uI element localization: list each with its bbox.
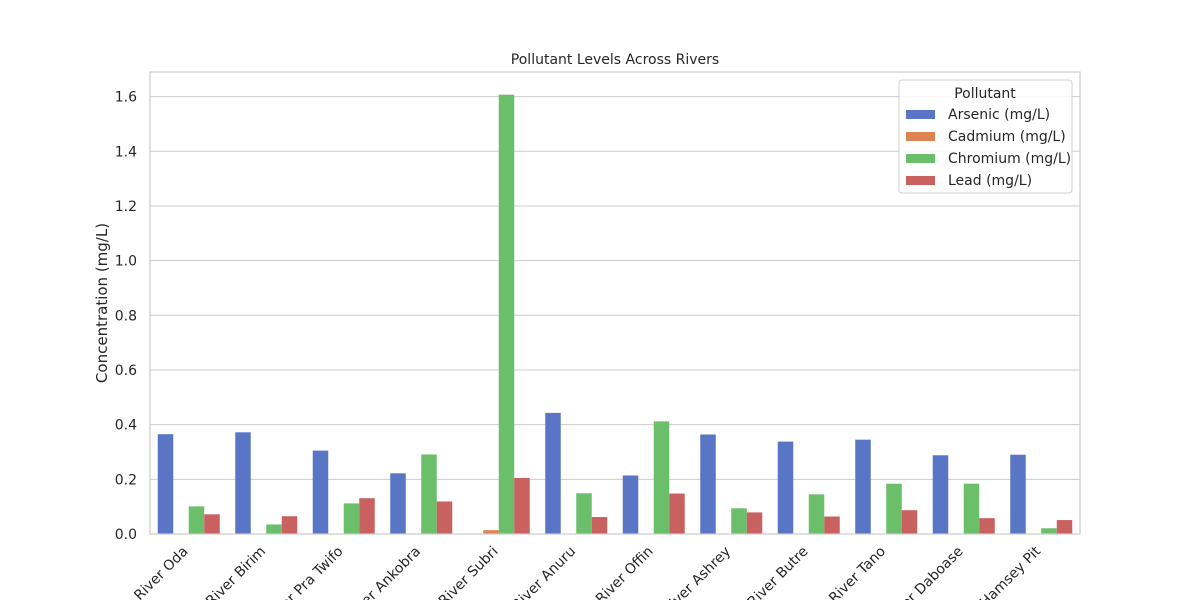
y-tick-label: 0.6: [115, 363, 137, 379]
legend-title: Pollutant: [954, 86, 1016, 102]
chart-title: Pollutant Levels Across Rivers: [511, 52, 719, 68]
y-tick-label: 1.2: [115, 199, 137, 215]
bar: [281, 516, 298, 534]
bar: [855, 439, 871, 534]
legend-label: Chromium (mg/L): [948, 151, 1071, 167]
bar: [777, 441, 794, 534]
bar: [343, 503, 360, 534]
bar: [235, 432, 251, 534]
bar: [669, 493, 685, 534]
bar: [653, 421, 670, 534]
bar: [157, 434, 174, 534]
legend-swatch: [906, 176, 935, 185]
bar: [1010, 454, 1026, 534]
bar: [576, 493, 592, 534]
bar: [498, 94, 515, 534]
bar: [514, 477, 530, 534]
bar: [204, 514, 220, 534]
legend-label: Lead (mg/L): [948, 173, 1032, 189]
bar: [746, 512, 763, 534]
bar: [390, 473, 406, 534]
bar: [963, 483, 980, 534]
legend-swatch: [906, 110, 935, 119]
bar: [901, 510, 918, 534]
bar: [932, 455, 949, 534]
bar: [1041, 528, 1057, 534]
legend-swatch: [906, 132, 935, 141]
y-tick-label: 0.8: [115, 308, 137, 324]
bar: [886, 483, 902, 534]
legend-label: Arsenic (mg/L): [948, 107, 1050, 123]
bar: [545, 412, 561, 534]
y-tick-label: 1.0: [115, 254, 137, 270]
plot-frame: [149, 71, 1081, 535]
legend-box: [898, 79, 1073, 194]
bar: [188, 506, 205, 534]
bars: [157, 94, 1073, 534]
y-tick-label: 0.0: [115, 527, 137, 543]
y-tick-label: 1.6: [115, 90, 137, 106]
bar: [979, 518, 995, 534]
y-axis-label: Concentration (mg/L): [93, 223, 111, 383]
bar: [731, 508, 747, 534]
bar: [591, 517, 608, 534]
bar: [700, 434, 716, 534]
bar: [483, 530, 499, 534]
y-tick-label: 1.4: [115, 144, 137, 160]
legend-label: Cadmium (mg/L): [948, 129, 1066, 145]
bar: [359, 498, 375, 534]
y-tick-labels: 0.0 0.2 0.4 0.6 0.8 1.0 1.2 1.4 1.6: [115, 90, 137, 543]
legend-swatch: [906, 154, 935, 163]
y-tick-label: 0.2: [115, 472, 137, 488]
bar: [266, 524, 282, 534]
bar: [808, 494, 825, 534]
legend: Pollutant Arsenic (mg/L) Cadmium (mg/L) Ch…: [898, 79, 1073, 194]
bar: [622, 475, 639, 534]
bar: [824, 516, 840, 534]
bar: [421, 454, 437, 534]
y-tick-label: 0.4: [115, 418, 137, 434]
bar: [436, 501, 453, 534]
legend-items: Arsenic (mg/L) Cadmium (mg/L) Chromium (mg…: [906, 107, 1071, 189]
bar: [312, 450, 329, 534]
bar: [1056, 520, 1073, 534]
